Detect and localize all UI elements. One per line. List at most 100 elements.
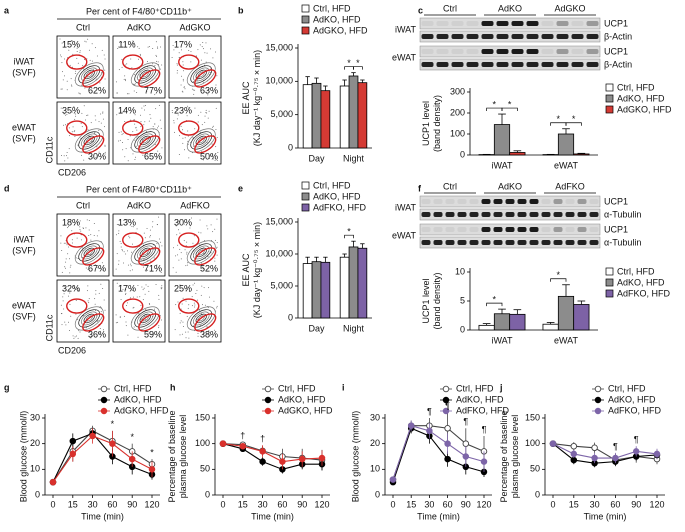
flow-event: [61, 62, 63, 64]
flow-event: [187, 307, 189, 309]
flow-event: [210, 252, 212, 254]
bar: [493, 313, 511, 331]
significance-bracket: [565, 122, 582, 126]
flow-event: [140, 318, 142, 320]
flow-event: [136, 129, 138, 131]
row-label: (SVF): [12, 133, 36, 143]
flow-event: [79, 93, 81, 95]
bar: [302, 263, 313, 319]
flow-event: [210, 48, 212, 50]
flow-event: [132, 42, 134, 44]
flow-event: [177, 254, 179, 256]
blot-band: [469, 199, 479, 204]
bar: [320, 90, 331, 149]
flow-event: [208, 157, 210, 159]
blot-band: [529, 240, 539, 245]
flow-event: [128, 93, 130, 95]
significance-mark: ¶: [463, 417, 468, 427]
flow-event: [124, 64, 126, 66]
flow-event: [124, 219, 126, 221]
flow-event: [123, 251, 125, 253]
bar: [478, 324, 495, 331]
series-line: [222, 443, 323, 463]
x-tick-label: 15: [569, 499, 579, 509]
flow-header: Per cent of F4/80⁺CD11b⁺: [86, 6, 192, 16]
flow-event: [87, 285, 89, 287]
flow-event: [120, 285, 122, 287]
gate: [178, 298, 200, 314]
flow-event: [209, 71, 211, 73]
flow-event: [200, 294, 202, 296]
flow-event: [157, 127, 159, 129]
flow-event: [116, 253, 118, 255]
data-point: [444, 455, 451, 463]
legend-label: AdFKO, HFD: [617, 288, 671, 298]
flow-event: [84, 87, 86, 89]
contour: [80, 245, 98, 260]
blot-band: [571, 62, 584, 67]
flow-event: [175, 304, 177, 306]
x-tick-label: 120: [314, 499, 329, 509]
flow-event: [130, 119, 132, 121]
bar: [493, 124, 511, 156]
flow-event: [149, 235, 151, 237]
flow-event: [173, 131, 175, 133]
flow-event: [130, 58, 132, 60]
gate: [194, 313, 217, 332]
flow-event: [78, 113, 80, 115]
flow-event: [131, 67, 133, 69]
flow-event: [84, 40, 86, 42]
data-point: [219, 440, 227, 447]
flow-event: [201, 285, 203, 287]
flow-event: [155, 284, 157, 286]
flow-event: [207, 256, 209, 258]
flow-event: [210, 224, 212, 226]
flow-event: [76, 47, 78, 49]
blot-band: [586, 34, 599, 39]
flow-event: [137, 58, 139, 60]
column-label: AdFKO: [180, 200, 210, 210]
blot-band: [481, 21, 494, 26]
gate-percentage: 77%: [144, 85, 162, 95]
blot-band: [421, 199, 431, 204]
blot-band: [433, 240, 443, 245]
flow-event: [193, 302, 195, 304]
column-label: Ctrl: [76, 22, 90, 32]
flow-event: [180, 125, 182, 127]
flow-event: [160, 287, 162, 289]
flow-event: [205, 42, 207, 44]
blot-band: [553, 199, 563, 204]
legend-marker: [442, 385, 450, 393]
flow-event: [64, 267, 66, 269]
contour: [192, 133, 210, 148]
flow-event: [104, 145, 106, 147]
flow-event: [187, 143, 189, 145]
x-tick-label: 0: [390, 499, 395, 509]
y-axis-label: Percentage of baseline: [499, 410, 509, 502]
flow-event: [101, 49, 103, 51]
flow-event: [116, 114, 118, 116]
flow-event: [150, 117, 152, 119]
flow-event: [192, 137, 194, 139]
x-tick-label: 0: [550, 499, 555, 509]
flow-event: [121, 249, 123, 251]
flow-event: [134, 158, 136, 160]
blot-band: [451, 49, 464, 54]
x-tick-label: 90: [631, 499, 641, 509]
blot-strip: [419, 17, 601, 30]
blot-band: [571, 21, 584, 26]
flow-event: [65, 124, 67, 126]
flow-event: [103, 54, 105, 56]
flow-event: [214, 257, 216, 259]
flow-event: [67, 295, 69, 297]
flow-event: [216, 246, 218, 248]
flow-event: [194, 89, 196, 91]
bar: [557, 133, 575, 156]
column-label: AdKO: [127, 22, 151, 32]
series-line: [52, 432, 153, 483]
flow-event: [186, 315, 188, 317]
contour: [136, 245, 154, 260]
flow-event: [125, 325, 127, 327]
legend-label: Ctrl, HFD: [608, 383, 646, 393]
